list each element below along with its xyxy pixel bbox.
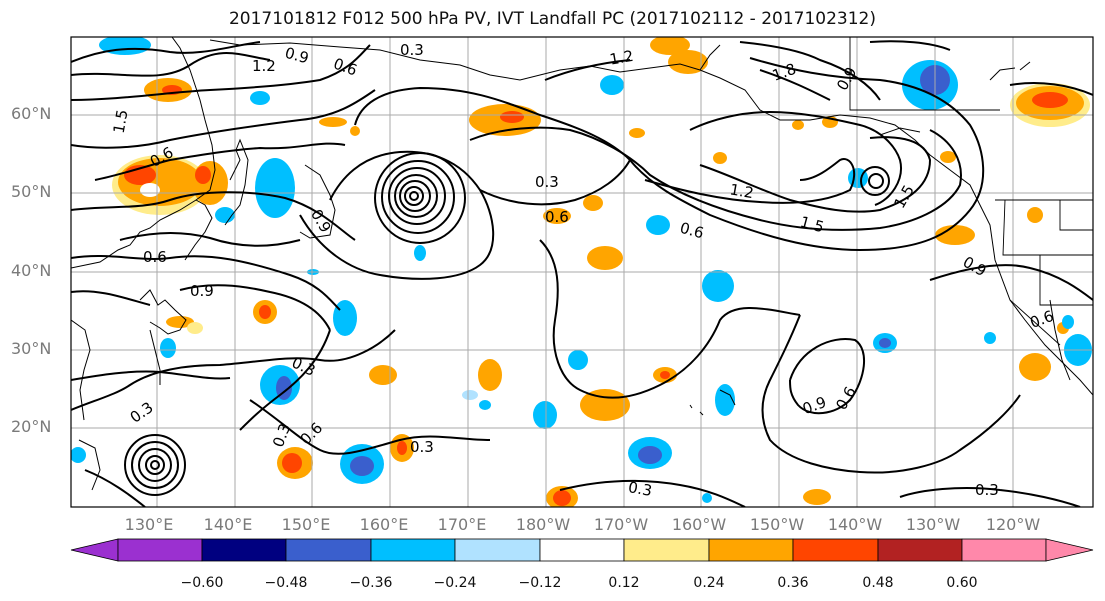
colorbar-bin <box>961 538 1047 562</box>
map-title: 2017101812 F012 500 hPa PV, IVT Landfall… <box>228 9 876 29</box>
contour-label: 1.5 <box>890 182 918 212</box>
longitude-label: 170°W <box>593 515 649 534</box>
contour-label: 0.9 <box>800 393 829 418</box>
contour-label: 0.3 <box>627 478 654 500</box>
longitude-label: 170°E <box>437 515 487 534</box>
contour-label: 0.6 <box>143 248 167 266</box>
latitude-label: 20°N <box>11 417 52 436</box>
latitude-label: 40°N <box>11 261 52 280</box>
colorbar-bin <box>877 538 963 562</box>
contour-label: 0.3 <box>535 173 559 191</box>
longitude-label: 140°E <box>203 515 253 534</box>
colorbar-tick-label: 0.60 <box>946 575 978 591</box>
latitude-label: 60°N <box>11 104 52 123</box>
colorbar-tick-label: −0.12 <box>518 575 562 591</box>
colorbar-bin <box>454 538 541 562</box>
contour-label: 1.5 <box>110 108 132 135</box>
colorbar-bin <box>539 538 625 562</box>
contour-label: 0.6 <box>545 208 569 226</box>
contour-label: 0.9 <box>833 64 861 94</box>
colorbar-arrow-low <box>70 538 119 562</box>
longitude-label: 140°W <box>827 515 883 534</box>
longitude-label: 130°E <box>124 515 174 534</box>
latitude-label: 50°N <box>11 182 52 201</box>
contour-label: 0.3 <box>400 41 424 59</box>
contour-label: 1.5 <box>798 213 826 237</box>
colorbar <box>70 538 1094 562</box>
map-frame <box>70 36 1094 508</box>
contour-label: 0.6 <box>678 219 706 243</box>
colorbar-arrow-high <box>1045 538 1094 562</box>
contour-label: 0.3 <box>975 481 999 499</box>
ivt-contours <box>71 40 1093 507</box>
colorbar-bin <box>201 538 287 562</box>
longitude-label: 160°E <box>359 515 409 534</box>
contour-label: 1.2 <box>728 180 755 202</box>
contour-label: 1.8 <box>770 60 799 85</box>
colorbar-tick-label: 0.12 <box>608 575 640 591</box>
longitude-label: 150°W <box>749 515 805 534</box>
contour-label: 0.6 <box>331 54 360 79</box>
contour-label: 1.2 <box>252 57 276 75</box>
contour-label: 0.9 <box>283 44 311 68</box>
longitude-label: 120°W <box>985 515 1041 534</box>
longitude-label: 150°E <box>281 515 331 534</box>
contour-label: 0.3 <box>127 398 157 426</box>
contour-label: 0.9 <box>960 253 990 281</box>
contour-label: 0.3 <box>410 438 434 456</box>
political-borders <box>849 37 1093 346</box>
contour-label: 0.6 <box>297 419 327 449</box>
colorbar-tick-label: 0.24 <box>693 575 725 591</box>
contour-label: 1.2 <box>608 47 635 69</box>
colorbar-tick-label: 0.36 <box>777 575 809 591</box>
colorbar-tick-label: −0.24 <box>433 575 477 591</box>
colorbar-bin <box>623 538 710 562</box>
colorbar-bin <box>370 538 456 562</box>
longitude-label: 160°W <box>671 515 727 534</box>
contour-label: 0.9 <box>190 282 214 300</box>
colorbar-tick-label: 0.48 <box>862 575 894 591</box>
latitude-label: 30°N <box>11 339 52 358</box>
coastlines <box>71 37 1093 491</box>
colorbar-tick-label: −0.48 <box>264 575 308 591</box>
colorbar-bin <box>117 538 203 562</box>
colorbar-tick-label: −0.36 <box>349 575 393 591</box>
colorbar-bin <box>708 538 794 562</box>
longitude-label: 130°W <box>905 515 961 534</box>
longitude-label: 180°W <box>515 515 571 534</box>
colorbar-bin <box>792 538 879 562</box>
colorbar-bin <box>285 538 372 562</box>
negative-anomaly-shading <box>71 37 1092 503</box>
colorbar-tick-label: −0.60 <box>180 575 224 591</box>
contour-label: 0.3 <box>269 421 294 450</box>
